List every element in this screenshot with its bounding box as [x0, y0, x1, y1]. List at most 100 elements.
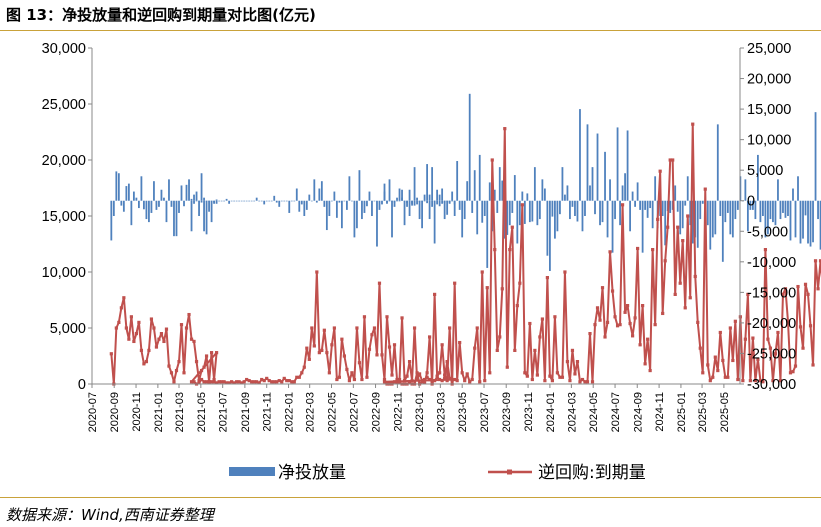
net-injection-bar — [248, 200, 251, 202]
net-injection-bar — [406, 200, 408, 204]
net-injection-bar — [782, 200, 784, 213]
net-injection-bar — [366, 200, 368, 207]
reverse-repo-marker — [686, 214, 690, 218]
reverse-repo-marker — [508, 248, 512, 252]
reverse-repo-marker — [430, 380, 434, 384]
reverse-repo-marker — [159, 332, 164, 336]
reverse-repo-marker — [367, 347, 372, 351]
x-axis-tick-label: 2022-09 — [371, 392, 383, 432]
reverse-repo-marker — [523, 371, 527, 375]
reverse-repo-marker — [199, 377, 204, 382]
reverse-repo-marker — [380, 353, 384, 357]
reverse-repo-marker — [605, 320, 610, 324]
net-injection-bar — [709, 200, 712, 250]
net-injection-bar — [436, 200, 439, 205]
reverse-repo-marker — [703, 187, 707, 191]
net-injection-bar — [356, 200, 358, 229]
net-injection-bar — [536, 200, 539, 226]
net-injection-bar — [275, 200, 278, 203]
net-injection-bar — [263, 200, 266, 205]
reverse-repo-marker — [651, 248, 655, 252]
reverse-repo-marker — [137, 320, 141, 324]
x-axis-tick-label: 2022-03 — [305, 392, 317, 432]
net-injection-bar — [691, 200, 694, 244]
net-injection-bar — [814, 112, 817, 201]
reverse-repo-marker — [503, 127, 507, 131]
reverse-repo-marker — [410, 379, 414, 383]
reverse-repo-marker — [483, 379, 487, 383]
net-injection-bar — [767, 200, 769, 235]
net-injection-bar — [426, 164, 428, 201]
reverse-repo-marker — [773, 352, 778, 356]
net-injection-bar — [368, 191, 371, 201]
net-injection-bar — [428, 194, 431, 201]
reverse-repo-marker — [788, 371, 793, 375]
reverse-repo-marker — [385, 315, 389, 319]
net-injection-bar — [554, 200, 556, 239]
net-injection-bar — [614, 200, 616, 220]
net-injection-bar — [731, 200, 734, 238]
reverse-repo-marker — [746, 292, 750, 296]
net-injection-bar — [190, 200, 193, 232]
reverse-repo-marker — [420, 380, 424, 384]
net-injection-bar — [674, 185, 677, 201]
net-injection-bar — [441, 188, 444, 201]
net-injection-bar — [513, 175, 516, 201]
net-injection-bar — [138, 200, 140, 209]
reverse-repo-marker — [485, 286, 489, 290]
reverse-repo-marker — [816, 287, 820, 291]
net-injection-bar — [619, 200, 621, 226]
reverse-repo-marker — [312, 344, 316, 348]
reverse-repo-marker — [453, 377, 457, 382]
left-axis-tick-label: 30,000 — [42, 41, 86, 57]
reverse-repo-marker — [122, 296, 126, 300]
net-injection-bar — [122, 200, 125, 212]
net-injection-bar — [764, 200, 767, 238]
net-injection-bar — [802, 200, 804, 239]
net-injection-bar — [604, 151, 606, 201]
reverse-repo-marker — [407, 381, 412, 385]
net-injection-bar — [388, 200, 391, 202]
left-axis-tick-label: 25,000 — [42, 97, 86, 113]
reverse-repo-marker — [793, 364, 798, 368]
x-axis-tick-label: 2023-05 — [457, 392, 469, 432]
net-injection-bar — [391, 200, 393, 238]
reverse-repo-marker — [109, 352, 113, 356]
net-injection-bar — [451, 200, 454, 202]
net-injection-bar — [215, 200, 218, 204]
reverse-repo-marker — [721, 358, 725, 363]
net-injection-bar — [817, 200, 819, 220]
net-injection-bar — [616, 127, 619, 201]
reverse-repo-marker — [590, 380, 595, 384]
net-injection-bar — [757, 154, 759, 201]
reverse-repo-marker — [280, 380, 284, 384]
right-axis-tick-label: 0 — [747, 194, 755, 210]
reverse-repo-marker — [400, 316, 404, 320]
reverse-repo-marker — [498, 335, 502, 339]
reverse-repo-marker — [247, 379, 251, 383]
right-axis-tick-label: 5,000 — [747, 163, 783, 179]
net-injection-bar — [714, 200, 717, 235]
reverse-repo-marker — [428, 335, 432, 339]
net-injection-bar — [295, 188, 298, 201]
net-injection-bar — [541, 179, 544, 201]
reverse-repo-marker — [169, 371, 174, 375]
net-injection-bar — [476, 200, 479, 235]
reverse-repo-marker — [613, 315, 617, 319]
reverse-repo-marker — [433, 292, 437, 296]
right-axis-tick-label: -15,000 — [747, 285, 796, 301]
reverse-repo-marker — [701, 371, 705, 375]
net-injection-bar — [789, 200, 792, 241]
net-injection-bar — [203, 200, 205, 232]
reverse-repo-marker — [397, 381, 402, 385]
reverse-repo-marker — [217, 380, 221, 384]
net-injection-bar — [406, 200, 408, 207]
x-axis-tick-label: 2021-11 — [262, 392, 274, 432]
net-injection-bar — [140, 176, 143, 201]
net-injection-bar — [579, 109, 581, 201]
net-injection-bar — [215, 199, 218, 201]
reverse-repo-marker — [142, 362, 146, 366]
reverse-repo-marker — [297, 375, 301, 379]
reverse-repo-marker — [473, 346, 477, 350]
net-injection-bar — [669, 200, 672, 213]
